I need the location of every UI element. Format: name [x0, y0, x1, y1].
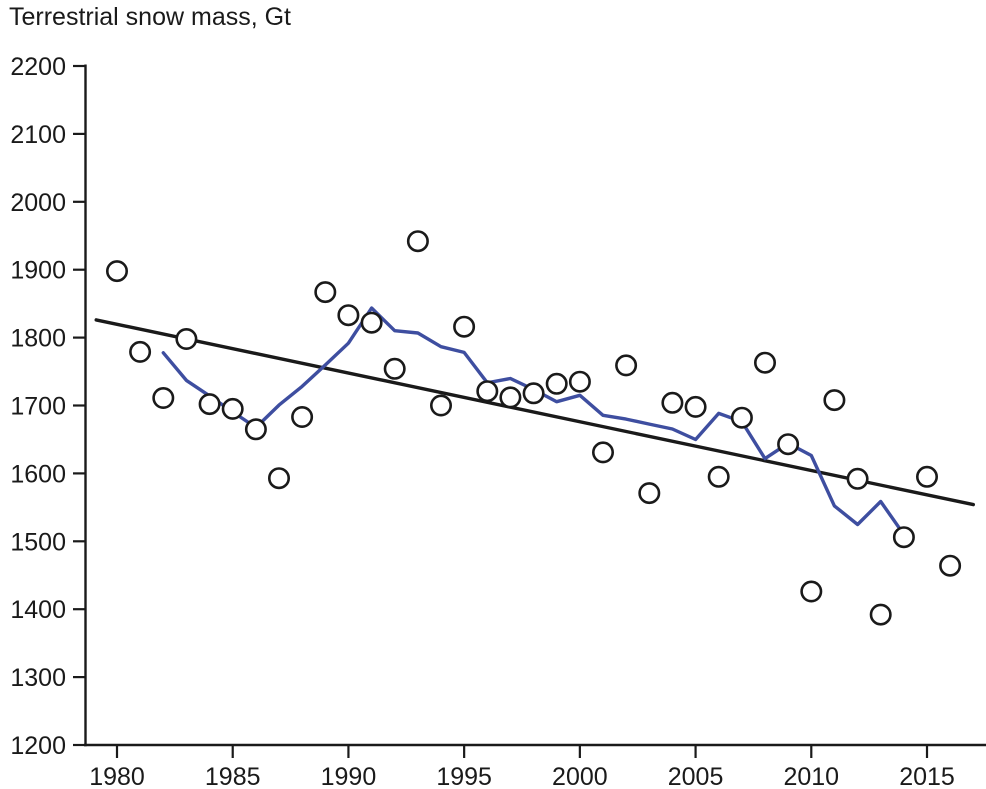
scatter-point-1989: [314, 281, 337, 304]
y-tick-label: 1300: [10, 664, 66, 692]
scatter-point-1994: [429, 394, 452, 417]
scatter-point-2008: [753, 351, 776, 374]
scatter-point-1982: [152, 386, 175, 409]
scatter-point-1998: [522, 382, 545, 405]
scatter-point-1980: [106, 260, 129, 283]
x-tick-label: 1995: [436, 763, 492, 789]
scatter-point-2015: [915, 465, 938, 488]
scatter-point-2000: [568, 370, 591, 393]
y-tick-label: 1800: [10, 325, 66, 353]
scatter-point-1983: [175, 327, 198, 350]
scatter-point-1990: [337, 304, 360, 327]
y-tick-label: 2200: [10, 53, 66, 81]
scatter-point-2003: [638, 482, 661, 505]
y-tick-label: 1700: [10, 393, 66, 421]
scatter-point-2007: [730, 406, 753, 429]
scatter-point-2014: [892, 526, 915, 549]
scatter-point-2001: [591, 441, 614, 464]
scatter-point-1984: [198, 393, 221, 416]
scatter-point-1999: [545, 372, 568, 395]
scatter-point-1995: [453, 315, 476, 338]
scatter-point-2002: [615, 354, 638, 377]
y-tick-label: 2000: [10, 189, 66, 217]
trend-line: [94, 318, 975, 507]
scatter-point-1986: [244, 418, 267, 441]
scatter-point-1988: [291, 405, 314, 428]
scatter-point-1996: [476, 380, 499, 403]
y-tick-label: 1900: [10, 257, 66, 285]
chart-title: Terrestrial snow mass, Gt: [9, 3, 292, 31]
x-tick-label: 2010: [783, 763, 839, 789]
y-tick-label: 1600: [10, 460, 66, 488]
scatter-point-2013: [869, 603, 892, 626]
scatter-point-2006: [707, 465, 730, 488]
x-tick-label: 2000: [552, 763, 608, 789]
y-tick-label: 1400: [10, 596, 66, 624]
scatter-point-1987: [267, 467, 290, 490]
scatter-point-1992: [383, 357, 406, 380]
scatter-point-2004: [661, 391, 684, 414]
scatter-point-2012: [846, 467, 869, 490]
scatter-point-1985: [221, 397, 244, 420]
y-tick-label: 2100: [10, 121, 66, 149]
scatter-point-2009: [777, 433, 800, 456]
x-tick-label: 1990: [321, 763, 377, 789]
scatter-point-1981: [129, 340, 152, 363]
scatter-point-1997: [499, 386, 522, 409]
x-tick-label: 1980: [89, 763, 145, 789]
scatter-point-2011: [823, 389, 846, 412]
scatter-point-2010: [800, 580, 823, 603]
scatter-point-2016: [939, 554, 962, 577]
x-tick-label: 1985: [205, 763, 261, 789]
x-tick-label: 2015: [899, 763, 955, 789]
y-tick-label: 1500: [10, 528, 66, 556]
x-tick-label: 2005: [668, 763, 724, 789]
scatter-point-1993: [406, 230, 429, 253]
y-tick-label: 1200: [10, 732, 66, 760]
scatter-point-1991: [360, 311, 383, 334]
smoothed-line: [161, 306, 906, 537]
scatter-point-2005: [684, 395, 707, 418]
